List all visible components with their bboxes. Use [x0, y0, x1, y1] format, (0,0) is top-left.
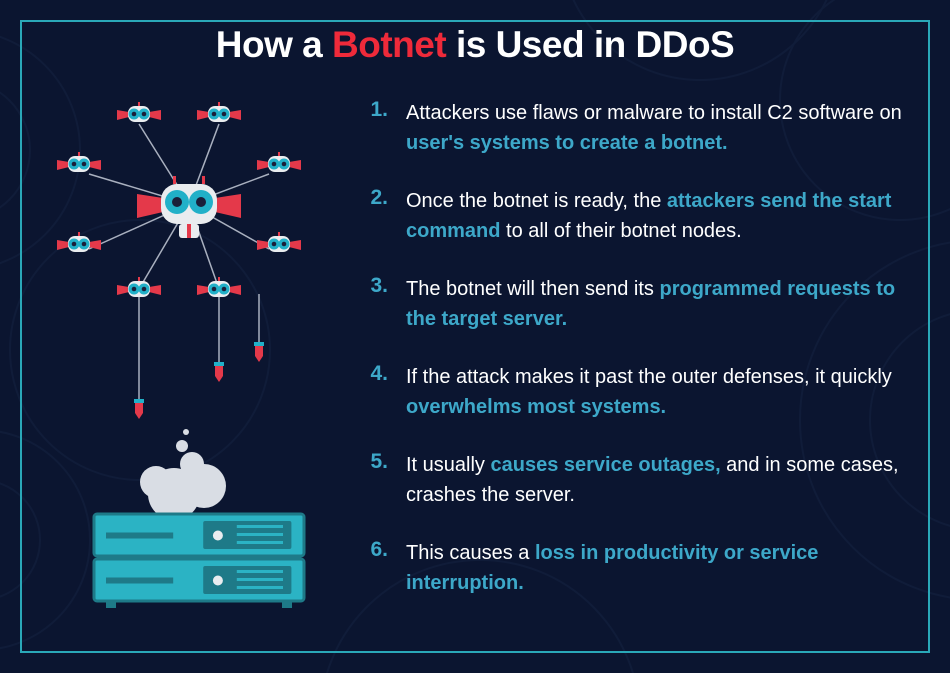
title-accent: Botnet: [332, 24, 446, 65]
steps-list: 1. Attackers use flaws or malware to inst…: [362, 94, 906, 626]
step-text: Attackers use flaws or malware to instal…: [406, 98, 906, 158]
step-item: 3. The botnet will then send its programm…: [362, 274, 906, 334]
step-number: 3.: [362, 274, 388, 334]
step-number: 1.: [362, 98, 388, 158]
title-post: is Used in DDoS: [446, 24, 734, 65]
title-pre: How a: [216, 24, 332, 65]
step-text: If the attack makes it past the outer de…: [406, 362, 906, 422]
step-number: 2.: [362, 186, 388, 246]
step-item: 2. Once the botnet is ready, the attacker…: [362, 186, 906, 246]
step-number: 6.: [362, 538, 388, 598]
page-title: How a Botnet is Used in DDoS: [44, 24, 906, 66]
step-item: 5. It usually causes service outages, and…: [362, 450, 906, 510]
step-item: 1. Attackers use flaws or malware to inst…: [362, 98, 906, 158]
step-item: 6. This causes a loss in productivity or …: [362, 538, 906, 598]
step-number: 4.: [362, 362, 388, 422]
botnet-illustration: [44, 94, 334, 624]
step-number: 5.: [362, 450, 388, 510]
step-text: This causes a loss in productivity or se…: [406, 538, 906, 598]
step-text: The botnet will then send its programmed…: [406, 274, 906, 334]
step-text: It usually causes service outages, and i…: [406, 450, 906, 510]
step-item: 4. If the attack makes it past the outer …: [362, 362, 906, 422]
step-text: Once the botnet is ready, the attackers …: [406, 186, 906, 246]
